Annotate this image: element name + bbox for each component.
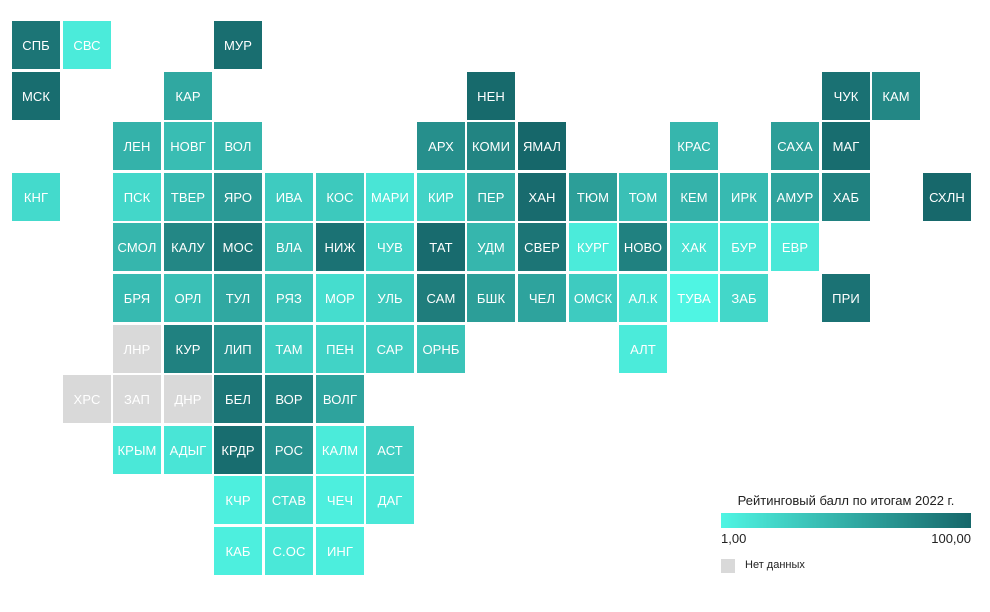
region-tile[interactable]: ЕВР — [771, 223, 819, 271]
region-tile[interactable]: ТУЛ — [214, 274, 262, 322]
region-tile[interactable]: ТАМ — [265, 325, 313, 373]
region-tile[interactable]: КУРГ — [569, 223, 617, 271]
region-tile[interactable]: САМ — [417, 274, 465, 322]
region-tile[interactable]: ТЮМ — [569, 173, 617, 221]
region-tile[interactable]: МОР — [316, 274, 364, 322]
region-tile[interactable]: КНГ — [12, 173, 60, 221]
region-tile[interactable]: КЧР — [214, 476, 262, 524]
region-tile[interactable]: ЧЕЧ — [316, 476, 364, 524]
region-tile[interactable]: РЯЗ — [265, 274, 313, 322]
region-tile[interactable]: ХАБ — [822, 173, 870, 221]
region-tile[interactable]: КОМИ — [467, 122, 515, 170]
region-tile[interactable]: ВОЛГ — [316, 375, 364, 423]
region-tile[interactable]: БУР — [720, 223, 768, 271]
region-tile[interactable]: МАРИ — [366, 173, 414, 221]
region-tile[interactable]: МАГ — [822, 122, 870, 170]
region-tile[interactable]: САР — [366, 325, 414, 373]
region-tile[interactable]: ДНР — [164, 375, 212, 423]
region-tile[interactable]: ХАН — [518, 173, 566, 221]
region-tile[interactable]: СПБ — [12, 21, 60, 69]
region-tile[interactable]: КАБ — [214, 527, 262, 575]
region-tile[interactable]: КРЫМ — [113, 426, 161, 474]
region-tile[interactable]: ДАГ — [366, 476, 414, 524]
region-tile[interactable]: КОС — [316, 173, 364, 221]
region-tile[interactable]: ТВЕР — [164, 173, 212, 221]
region-tile[interactable]: ПРИ — [822, 274, 870, 322]
region-tile[interactable]: ЗАБ — [720, 274, 768, 322]
region-tile[interactable]: СХЛН — [923, 173, 971, 221]
region-tile[interactable]: АСТ — [366, 426, 414, 474]
region-tile[interactable]: КАМ — [872, 72, 920, 120]
region-tile[interactable]: ВОР — [265, 375, 313, 423]
region-tile[interactable]: ИРК — [720, 173, 768, 221]
region-tile[interactable]: КАЛМ — [316, 426, 364, 474]
region-tile[interactable]: ИНГ — [316, 527, 364, 575]
region-tile[interactable]: ЛИП — [214, 325, 262, 373]
region-tile[interactable]: НОВГ — [164, 122, 212, 170]
region-tile[interactable]: БЕЛ — [214, 375, 262, 423]
region-tile[interactable]: ЯМАЛ — [518, 122, 566, 170]
region-tile[interactable]: ЛНР — [113, 325, 161, 373]
region-tile[interactable]: АРХ — [417, 122, 465, 170]
region-tile[interactable]: КЕМ — [670, 173, 718, 221]
legend-max-label: 100,00 — [931, 531, 971, 546]
region-tile[interactable]: ВЛА — [265, 223, 313, 271]
region-tile[interactable]: СВС — [63, 21, 111, 69]
region-tile[interactable]: НЕН — [467, 72, 515, 120]
region-tile[interactable]: ЯРО — [214, 173, 262, 221]
region-tile[interactable]: ЧУК — [822, 72, 870, 120]
region-tile[interactable]: ТУВА — [670, 274, 718, 322]
legend-min-label: 1,00 — [721, 531, 747, 546]
legend-color-scale — [721, 513, 971, 528]
legend-title: Рейтинговый балл по итогам 2022 г. — [737, 493, 955, 508]
nodata-label: Нет данных — [745, 559, 805, 571]
region-tile[interactable]: СТАВ — [265, 476, 313, 524]
region-tile[interactable]: КАЛУ — [164, 223, 212, 271]
region-tile[interactable]: БШК — [467, 274, 515, 322]
region-tile[interactable]: ХАК — [670, 223, 718, 271]
region-tile[interactable]: СМОЛ — [113, 223, 161, 271]
region-tile[interactable]: ТОМ — [619, 173, 667, 221]
region-tile[interactable]: НОВО — [619, 223, 667, 271]
region-tile[interactable]: КРДР — [214, 426, 262, 474]
region-tile[interactable]: С.ОС — [265, 527, 313, 575]
region-tile[interactable]: АМУР — [771, 173, 819, 221]
region-tile[interactable]: УЛЬ — [366, 274, 414, 322]
region-tile[interactable]: УДМ — [467, 223, 515, 271]
region-tile[interactable]: ОРЛ — [164, 274, 212, 322]
region-tile[interactable]: АЛТ — [619, 325, 667, 373]
region-tile[interactable]: ПЕР — [467, 173, 515, 221]
region-tile[interactable]: КУР — [164, 325, 212, 373]
region-tile[interactable]: ЛЕН — [113, 122, 161, 170]
region-tile[interactable]: ПСК — [113, 173, 161, 221]
region-tile[interactable]: ОРНБ — [417, 325, 465, 373]
region-tile[interactable]: НИЖ — [316, 223, 364, 271]
region-tile[interactable]: КИР — [417, 173, 465, 221]
region-tile[interactable]: СВЕР — [518, 223, 566, 271]
region-tile[interactable]: КРАС — [670, 122, 718, 170]
region-tile[interactable]: ЗАП — [113, 375, 161, 423]
region-tile[interactable]: ХРС — [63, 375, 111, 423]
region-tile[interactable]: МУР — [214, 21, 262, 69]
region-tile[interactable]: РОС — [265, 426, 313, 474]
region-tile[interactable]: КАР — [164, 72, 212, 120]
nodata-swatch — [721, 559, 735, 573]
region-tile[interactable]: ОМСК — [569, 274, 617, 322]
region-tile[interactable]: ВОЛ — [214, 122, 262, 170]
region-tile[interactable]: ИВА — [265, 173, 313, 221]
region-tile[interactable]: ПЕН — [316, 325, 364, 373]
region-tile[interactable]: ТАТ — [417, 223, 465, 271]
region-tile[interactable]: ЧЕЛ — [518, 274, 566, 322]
region-tile[interactable]: МОС — [214, 223, 262, 271]
region-tile[interactable]: АЛ.К — [619, 274, 667, 322]
region-tile[interactable]: САХА — [771, 122, 819, 170]
region-tile[interactable]: МСК — [12, 72, 60, 120]
region-tile[interactable]: БРЯ — [113, 274, 161, 322]
region-tile[interactable]: АДЫГ — [164, 426, 212, 474]
region-tile[interactable]: ЧУВ — [366, 223, 414, 271]
